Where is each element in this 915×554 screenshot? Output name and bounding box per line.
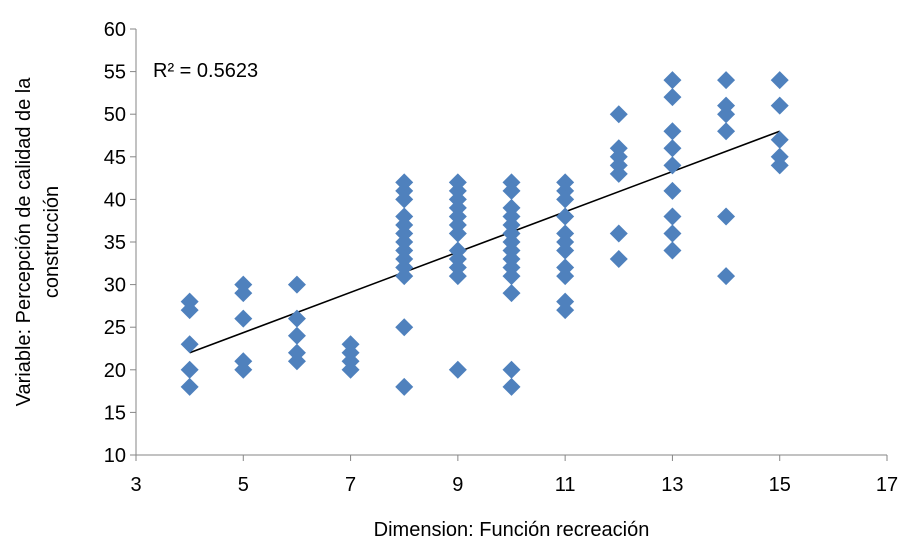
r-squared-annotation: R² = 0.5623 bbox=[153, 60, 258, 82]
data-point bbox=[770, 96, 789, 115]
y-tick-label: 30 bbox=[104, 275, 126, 297]
y-tick-label: 15 bbox=[104, 402, 126, 424]
data-point bbox=[770, 156, 789, 175]
data-point bbox=[663, 241, 682, 260]
data-point bbox=[287, 309, 306, 328]
y-tick-label: 10 bbox=[104, 445, 126, 467]
y-tick-label: 45 bbox=[104, 147, 126, 169]
y-tick-label: 35 bbox=[104, 232, 126, 254]
y-ticks: 10 15 20 25 30 35 40 45 50 55 60 bbox=[104, 19, 136, 467]
x-tick-label: 7 bbox=[345, 474, 356, 496]
data-point bbox=[502, 267, 521, 286]
trendline bbox=[189, 130, 780, 354]
data-point bbox=[180, 301, 199, 320]
y-axis-title: Variable: Percepción de calidad de la co… bbox=[13, 77, 63, 407]
data-point bbox=[609, 224, 628, 243]
y-tick-label: 40 bbox=[104, 189, 126, 211]
x-axis-title: Dimension: Función recreación bbox=[374, 519, 650, 541]
x-tick-label: 3 bbox=[130, 474, 141, 496]
data-point bbox=[609, 250, 628, 269]
data-point bbox=[234, 309, 253, 328]
data-point bbox=[609, 105, 628, 124]
data-point bbox=[663, 224, 682, 243]
x-tick-label: 5 bbox=[238, 474, 249, 496]
x-ticks: 3 5 7 9 11 13 15 17 bbox=[130, 455, 898, 496]
data-point bbox=[663, 156, 682, 175]
data-point bbox=[448, 224, 467, 243]
data-point bbox=[663, 207, 682, 226]
data-point bbox=[770, 71, 789, 90]
data-point bbox=[180, 377, 199, 396]
y-axis-title-line-1: Variable: Percepción de calidad de la bbox=[13, 77, 35, 407]
data-point bbox=[287, 352, 306, 371]
trendline-group bbox=[189, 130, 780, 354]
data-point bbox=[717, 267, 736, 286]
data-points bbox=[180, 71, 789, 396]
y-tick-label: 60 bbox=[104, 19, 126, 41]
data-point bbox=[609, 164, 628, 183]
x-tick-label: 15 bbox=[769, 474, 791, 496]
data-point bbox=[717, 105, 736, 124]
y-tick-label: 50 bbox=[104, 104, 126, 126]
data-point bbox=[717, 71, 736, 90]
data-point bbox=[448, 360, 467, 379]
data-point bbox=[395, 267, 414, 286]
data-point bbox=[556, 190, 575, 209]
data-point bbox=[287, 326, 306, 345]
data-point bbox=[234, 284, 253, 303]
data-point bbox=[502, 377, 521, 396]
data-point bbox=[663, 181, 682, 200]
data-point bbox=[663, 139, 682, 158]
data-point bbox=[395, 377, 414, 396]
x-tick-label: 13 bbox=[661, 474, 683, 496]
data-point bbox=[663, 122, 682, 141]
data-point bbox=[395, 318, 414, 337]
data-point bbox=[663, 71, 682, 90]
data-point bbox=[395, 190, 414, 209]
data-point bbox=[502, 360, 521, 379]
data-point bbox=[717, 207, 736, 226]
data-point bbox=[717, 122, 736, 141]
data-point bbox=[556, 301, 575, 320]
data-point bbox=[663, 88, 682, 107]
y-axis-title-line-2: construcción bbox=[41, 186, 63, 298]
data-point bbox=[341, 360, 360, 379]
data-point bbox=[556, 207, 575, 226]
data-point bbox=[448, 267, 467, 286]
y-tick-label: 25 bbox=[104, 317, 126, 339]
data-point bbox=[502, 181, 521, 200]
x-tick-label: 11 bbox=[555, 474, 576, 496]
x-tick-label: 17 bbox=[876, 474, 898, 496]
y-tick-label: 20 bbox=[104, 360, 126, 382]
data-point bbox=[180, 360, 199, 379]
x-tick-label: 9 bbox=[452, 474, 463, 496]
data-point bbox=[234, 360, 253, 379]
data-point bbox=[556, 241, 575, 260]
data-point bbox=[502, 284, 521, 303]
data-point bbox=[556, 267, 575, 286]
data-point bbox=[287, 275, 306, 294]
data-point bbox=[180, 335, 199, 354]
data-point bbox=[770, 130, 789, 149]
y-tick-label: 55 bbox=[104, 62, 126, 84]
